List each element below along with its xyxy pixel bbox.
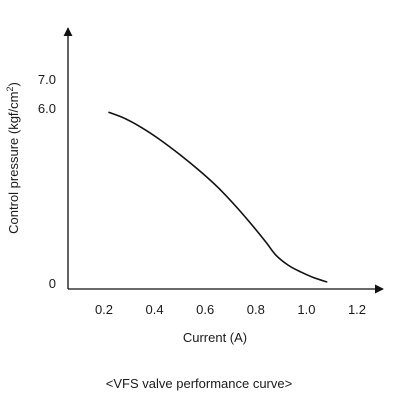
y-tick-labels: 0 6.0 7.0 <box>38 72 56 291</box>
y-tick-label: 0 <box>49 276 56 291</box>
pressure-curve-line <box>108 111 328 283</box>
y-tick-label: 6.0 <box>38 101 56 116</box>
y-axis-label-superscript: 2 <box>5 87 15 92</box>
x-axis-label: Current (A) <box>183 330 247 345</box>
y-axis-label-close: ) <box>6 82 21 86</box>
x-tick-label: 0.4 <box>146 302 164 317</box>
x-tick-label: 0.2 <box>95 302 113 317</box>
y-axis-label: Control pressure (kgf/cm2) <box>5 82 21 234</box>
y-tick-label: 7.0 <box>38 72 56 87</box>
x-tick-label: 1.0 <box>297 302 315 317</box>
x-tick-label: 0.8 <box>247 302 265 317</box>
x-tick-labels: 0.2 0.4 0.6 0.8 1.0 1.2 <box>95 302 366 317</box>
x-tick-label: 0.6 <box>196 302 214 317</box>
y-axis-label-main: Control pressure (kgf/cm <box>6 92 21 234</box>
x-tick-label: 1.2 <box>348 302 366 317</box>
chart-caption: <VFS valve performance curve> <box>106 376 292 391</box>
